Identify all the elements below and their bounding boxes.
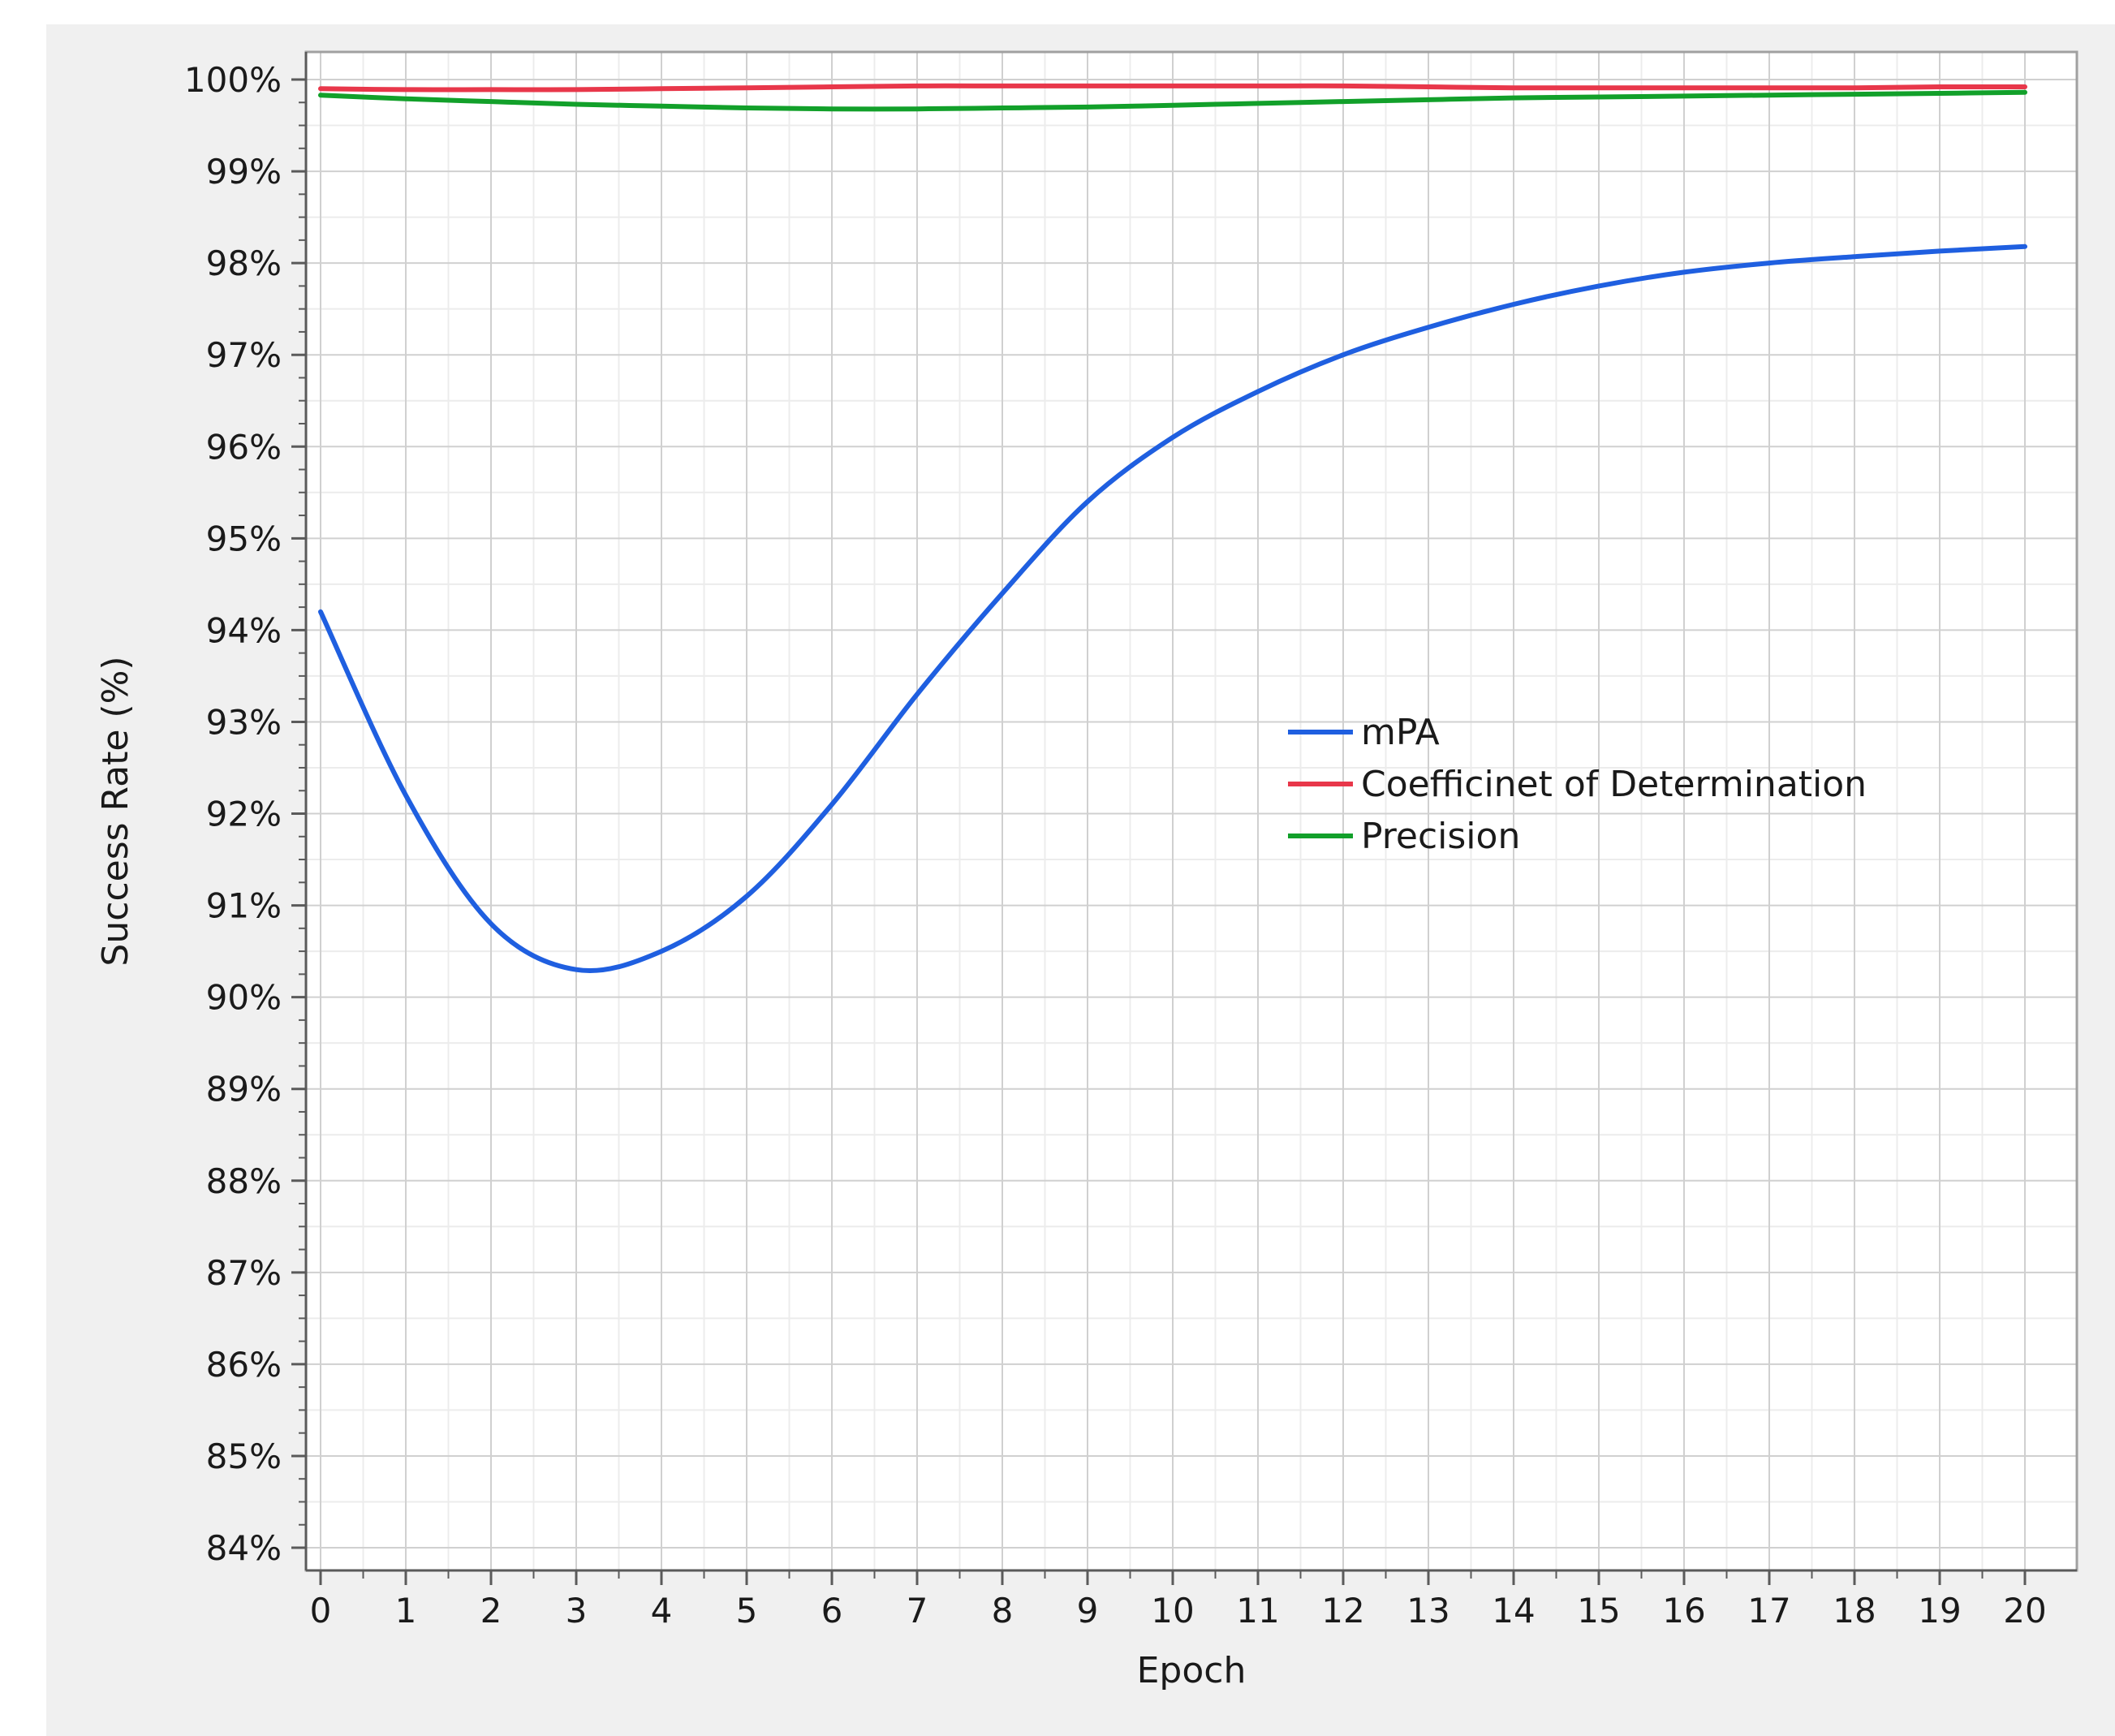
legend-label-mpa: mPA [1361,712,1440,753]
x-tick-label: 3 [566,1591,588,1630]
y-tick-label: 89% [206,1070,282,1109]
x-tick-label: 1 [395,1591,417,1630]
y-tick-label: 94% [206,610,282,650]
x-tick-label: 15 [1577,1591,1620,1630]
y-tick-label: 98% [206,243,282,283]
x-tick-label: 16 [1662,1591,1705,1630]
legend-label-coefficinet-of-determination: Coefficinet of Determination [1361,764,1867,805]
series-line-precision [318,89,2027,112]
legend: mPA Coefficinet of Determination Precision [1288,712,1867,857]
grid [306,52,2077,1570]
x-tick-label: 17 [1747,1591,1790,1630]
x-tick-label: 2 [480,1591,502,1630]
series-line-coefficinet-of-determination [318,83,2027,93]
axes: 0 1 2 3 4 5 6 7 8 9 10 11 12 13 14 15 16 17 18 19 2084%85%86… [184,50,2078,1630]
y-tick-label: 85% [206,1437,282,1476]
y-tick-label: 93% [206,702,282,742]
y-tick-label: 97% [206,335,282,375]
y-tick-label: 92% [206,795,282,834]
x-tick-label: 18 [1833,1591,1876,1630]
y-tick-label: 95% [206,519,282,558]
x-tick-label: 6 [821,1591,843,1630]
y-tick-label: 88% [206,1161,282,1201]
y-axis-title: Success Rate (%) [95,656,136,966]
y-tick-label: 86% [206,1345,282,1385]
y-tick-label: 84% [206,1528,282,1568]
x-tick-label: 12 [1321,1591,1364,1630]
x-tick-label: 11 [1236,1591,1279,1630]
x-tick-label: 0 [310,1591,332,1630]
y-tick-label: 96% [206,427,282,467]
plot-background [306,52,2077,1570]
y-tick-label: 100% [184,60,282,100]
x-tick-label: 13 [1406,1591,1449,1630]
y-tick-label: 90% [206,978,282,1018]
x-tick-label: 10 [1151,1591,1194,1630]
legend-label-precision: Precision [1361,816,1520,857]
x-tick-label: 4 [651,1591,673,1630]
x-axis-title: Epoch [1137,1650,1247,1691]
x-tick-label: 9 [1077,1591,1099,1630]
series-line-mpa [318,243,2027,974]
x-tick-label: 5 [736,1591,758,1630]
x-tick-label: 8 [992,1591,1014,1630]
y-tick-label: 87% [206,1253,282,1293]
y-tick-label: 91% [206,886,282,926]
series-lines [318,83,2027,974]
y-tick-label: 99% [206,152,282,192]
x-tick-label: 20 [2003,1591,2046,1630]
x-tick-label: 14 [1492,1591,1535,1630]
x-tick-label: 7 [907,1591,928,1630]
line-chart: 0 1 2 3 4 5 6 7 8 9 10 11 12 13 14 15 16 17 18 19 2084%85%86… [95,50,2078,1691]
x-tick-label: 19 [1918,1591,1961,1630]
chart-panel: 0 1 2 3 4 5 6 7 8 9 10 11 12 13 14 15 16 17 18 19 20 84% 85% 86… [46,24,2115,1736]
